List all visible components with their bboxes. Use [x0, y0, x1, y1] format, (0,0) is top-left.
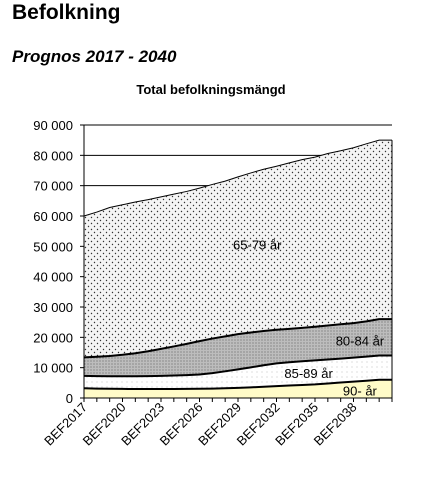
area-85-89-top-line [83, 354, 392, 378]
x-tick-label: BEF2038 [311, 400, 360, 449]
area-series [83, 139, 392, 398]
y-axis-tick-labels: 0 10 000 20 000 30 000 40 000 50 000 60 000 70 … [33, 118, 73, 406]
label-65-79: 65-79 år [233, 238, 282, 253]
page-subtitle: Prognos 2017 - 2040 [12, 47, 177, 66]
y-tick-label: 50 000 [33, 239, 73, 254]
y-tick-label: 10 000 [33, 361, 73, 376]
page-title: Befolkning [12, 1, 121, 24]
area-80-84-top-line [83, 318, 392, 359]
series-labels: 90- år 85-89 år 80-84 år 65-79 år [233, 238, 385, 399]
y-tick-label: 30 000 [33, 300, 73, 315]
chart-title: Total befolkningsmängd [136, 82, 286, 97]
axes [80, 124, 393, 402]
area-90-plus-top-line [83, 378, 392, 391]
area-80-84 [84, 319, 392, 377]
y-tick-label: 20 000 [33, 330, 73, 345]
area-65-79 [84, 140, 392, 358]
y-tick-label: 80 000 [33, 148, 73, 163]
y-tick-label: 40 000 [33, 270, 73, 285]
area-85-89 [84, 355, 392, 390]
y-tick-label: 60 000 [33, 209, 73, 224]
label-90-plus: 90- år [343, 384, 378, 399]
label-85-89: 85-89 år [284, 366, 333, 381]
y-tick-label: 70 000 [33, 179, 73, 194]
y-tick-label: 0 [66, 391, 73, 406]
y-tick-label: 90 000 [33, 118, 73, 133]
area-90-plus [84, 379, 392, 398]
x-axis-tick-labels: BEF2017BEF2020BEF2023BEF2026BEF2029BEF20… [41, 400, 359, 449]
label-80-84: 80-84 år [336, 333, 385, 348]
area-65-79-top-line [83, 139, 392, 217]
